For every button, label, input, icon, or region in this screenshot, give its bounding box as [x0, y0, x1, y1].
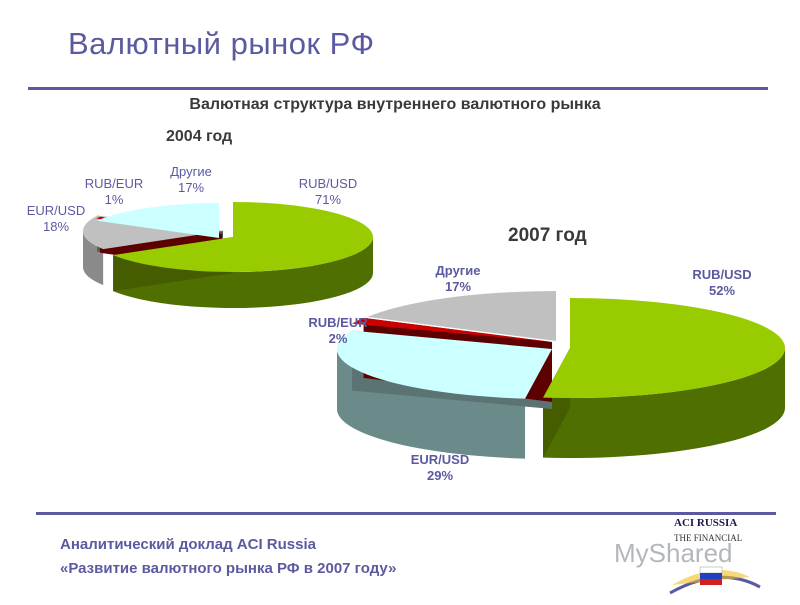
pie-2007-title: 2007 год	[508, 225, 587, 246]
pie-2004	[82, 202, 374, 308]
pie-2004-slice-rubusd	[113, 202, 374, 273]
pie-2004-label-value-0: 71%	[315, 192, 341, 207]
footer-report-subtitle: «Развитие валютного рынка РФ в 2007 году…	[60, 560, 397, 577]
pie-2007-label-value-3: 17%	[445, 279, 471, 294]
pie-2004-label-value-1: 17%	[178, 180, 204, 195]
pie-2004-label-name-3: EUR/USD	[27, 203, 86, 218]
pie-2007-label-value-1: 29%	[427, 468, 453, 483]
pie-2004-side-1	[83, 231, 104, 286]
watermark: MyShared	[614, 538, 733, 568]
pie-2007-label-name-2: RUB/EUR	[308, 315, 368, 330]
pie-2004-label-value-2: 1%	[105, 192, 124, 207]
pie-2004-side-0	[113, 237, 373, 308]
pie-2007-label-value-2: 2%	[329, 331, 348, 346]
pie-2004-title: 2004 год	[166, 128, 233, 145]
aci-russia-logo: ACI RUSSIA THE FINANCIAL	[600, 515, 780, 600]
pie-2007-label-name-1: EUR/USD	[411, 452, 470, 467]
pie-2004-label-name-0: RUB/USD	[299, 176, 358, 191]
pie-2007-slice-другие	[367, 291, 556, 341]
pie-2004-label-value-3: 18%	[43, 219, 69, 234]
pie-2007-slice-eurusd	[337, 330, 552, 399]
footer-report-title: Аналитический доклад ACI Russia	[60, 536, 316, 553]
logo-subtitle: THE FINANCIAL	[674, 533, 743, 543]
title-divider	[28, 87, 768, 90]
logo-name: ACI RUSSIA	[674, 517, 738, 529]
pie-2007-side-0	[543, 348, 785, 458]
chart-subtitle: Валютная структура внутреннего валютного…	[189, 96, 601, 113]
pie-labels: RUB/USD71%Другие17%RUB/EUR1%EUR/USD18%RU…	[27, 164, 752, 483]
logo-graphic	[669, 566, 761, 595]
pie-2007	[337, 291, 786, 459]
slide-title: Валютный рынок РФ	[68, 26, 375, 61]
pie-2004-slice-другие	[82, 215, 223, 250]
pie-2004-slice-eurusd	[97, 203, 219, 238]
pie-2004-label-name-1: Другие	[170, 164, 212, 179]
pie-2007-label-value-0: 52%	[709, 283, 735, 298]
pie-2007-slice-rubusd	[543, 298, 786, 398]
footer-divider	[36, 512, 776, 515]
pie-2007-side-1	[337, 349, 526, 459]
pie-2007-slice-rubeur	[352, 317, 552, 342]
pie-2004-label-name-2: RUB/EUR	[85, 176, 144, 191]
pie-2007-label-name-0: RUB/USD	[692, 267, 751, 282]
pie-2007-label-name-3: Другие	[436, 263, 481, 278]
